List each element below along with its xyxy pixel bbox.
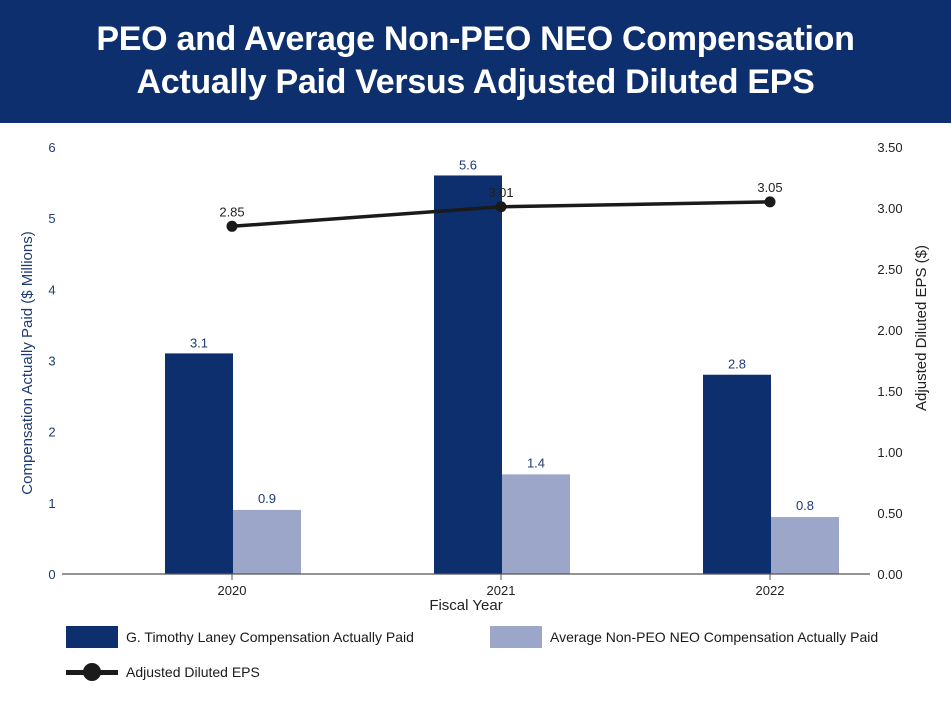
eps-label-2020: 2.85 bbox=[219, 204, 244, 219]
chart-title-line-2: Actually Paid Versus Adjusted Diluted EP… bbox=[136, 63, 815, 101]
x-tick-2021: 2021 bbox=[487, 583, 516, 598]
y-tick-4: 4 bbox=[48, 282, 55, 297]
y2-tick-2.00: 2.00 bbox=[877, 323, 902, 338]
y-tick-6: 6 bbox=[48, 140, 55, 155]
data-label-peo-2022: 2.8 bbox=[728, 357, 746, 372]
legend: G. Timothy Laney Compensation Actually P… bbox=[0, 618, 951, 702]
x-tick-2020: 2020 bbox=[218, 583, 247, 598]
eps-point-2021 bbox=[495, 201, 507, 213]
bar-neo-2021 bbox=[502, 474, 570, 574]
eps-label-2022: 3.05 bbox=[757, 180, 782, 195]
bar-neo-2020 bbox=[233, 509, 301, 574]
eps-point-2020 bbox=[226, 220, 238, 232]
legend-label-neo: Average Non-PEO NEO Compensation Actuall… bbox=[550, 629, 879, 645]
y2-tick-0.50: 0.50 bbox=[877, 506, 902, 521]
data-label-neo-2020: 0.9 bbox=[258, 491, 276, 506]
legend-swatch-eps bbox=[66, 661, 118, 683]
chart-title: PEO and Average Non-PEO NEO Compensation… bbox=[0, 18, 951, 104]
bar-peo-2020 bbox=[165, 353, 233, 574]
data-label-peo-2021: 5.6 bbox=[459, 157, 477, 172]
legend-item-eps: Adjusted Diluted EPS bbox=[66, 661, 260, 683]
y-axis-title: Compensation Actually Paid ($ Millions) bbox=[19, 231, 36, 494]
y2-tick-3.50: 3.50 bbox=[877, 140, 902, 155]
y2-tick-1.50: 1.50 bbox=[877, 384, 902, 399]
y2-tick-2.50: 2.50 bbox=[877, 262, 902, 277]
chart-title-line-1: PEO and Average Non-PEO NEO Compensation bbox=[96, 20, 855, 58]
eps-label-2021: 3.01 bbox=[488, 185, 513, 200]
y2-tick-0.00: 0.00 bbox=[877, 567, 902, 582]
data-label-peo-2020: 3.1 bbox=[190, 335, 208, 350]
legend-swatch-peo bbox=[66, 626, 118, 648]
y-tick-1: 1 bbox=[48, 496, 55, 511]
legend-label-peo: G. Timothy Laney Compensation Actually P… bbox=[126, 629, 414, 645]
bar-neo-2022 bbox=[771, 517, 839, 574]
y2-tick-1.00: 1.00 bbox=[877, 445, 902, 460]
y-tick-5: 5 bbox=[48, 211, 55, 226]
data-label-neo-2022: 0.8 bbox=[796, 498, 814, 513]
y-tick-0: 0 bbox=[48, 567, 55, 582]
y2-tick-3.00: 3.00 bbox=[877, 201, 902, 216]
bar-peo-2021 bbox=[434, 175, 502, 574]
legend-label-eps: Adjusted Diluted EPS bbox=[126, 664, 260, 680]
legend-item-peo: G. Timothy Laney Compensation Actually P… bbox=[66, 626, 414, 648]
chart-plot: 3.1 0.9 2020 5.6 1.4 2021 2.8 0.8 2022 2.85 3.01 3.… bbox=[19, 140, 930, 614]
y2-axis-title: Adjusted Diluted EPS ($) bbox=[913, 245, 930, 411]
x-tick-2022: 2022 bbox=[756, 583, 785, 598]
data-label-neo-2021: 1.4 bbox=[527, 455, 545, 470]
labels-layer: 3.1 0.9 2020 5.6 1.4 2021 2.8 0.8 2022 2.85 3.01 3.… bbox=[19, 140, 930, 614]
axes-layer bbox=[62, 573, 870, 580]
legend-item-neo: Average Non-PEO NEO Compensation Actuall… bbox=[490, 626, 878, 648]
y-tick-3: 3 bbox=[48, 354, 55, 369]
bar-peo-2022 bbox=[703, 374, 771, 574]
eps-point-2022 bbox=[764, 196, 776, 208]
x-axis-title: Fiscal Year bbox=[429, 597, 502, 614]
eps-line-layer bbox=[226, 196, 776, 232]
bars-layer bbox=[165, 175, 839, 574]
legend-swatch-neo bbox=[490, 626, 542, 648]
y-tick-2: 2 bbox=[48, 425, 55, 440]
title-banner bbox=[0, 0, 951, 123]
